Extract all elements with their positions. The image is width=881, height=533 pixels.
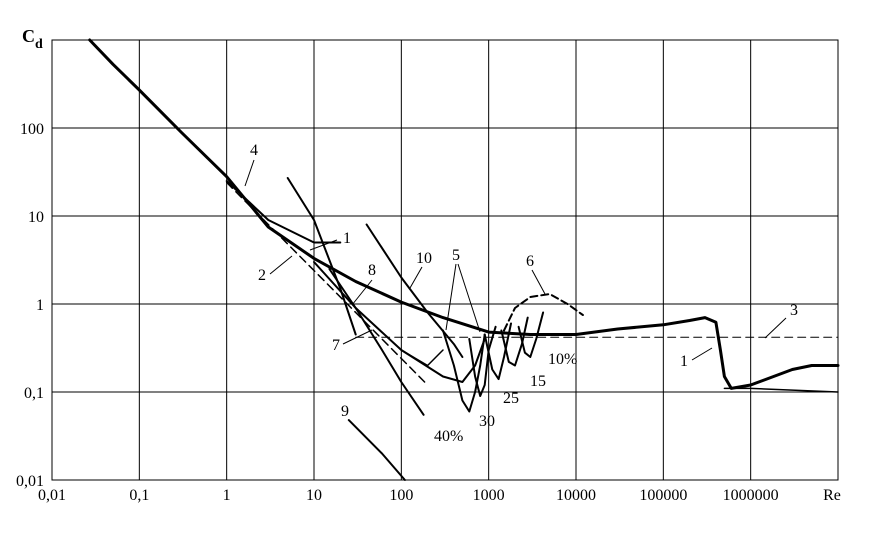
curve-annotation-label: 1 (343, 230, 351, 247)
series-4-line (225, 180, 342, 244)
curve-annotation-label: 8 (368, 262, 376, 279)
y-tick-label: 0,1 (24, 385, 44, 402)
annotation-leader-line (342, 329, 373, 345)
curve-annotation-label: 5 (452, 247, 460, 264)
y-tick-label: 1 (36, 297, 44, 314)
curve-annotation-label: 2 (258, 267, 266, 284)
x-tick-label: 100000 (639, 487, 687, 504)
curve-annotation-label: 6 (526, 253, 534, 270)
series-30-line (468, 325, 497, 397)
x-tick-label: 1000 (473, 487, 505, 504)
series-10pct-line (517, 311, 545, 358)
annotation-leader-line (351, 279, 373, 306)
curve-layer (88, 38, 840, 481)
series-1-line (88, 38, 840, 390)
plot-frame (51, 39, 839, 481)
annotation-leader-line (764, 317, 787, 339)
curve-annotation-label: 10% (548, 351, 577, 368)
x-axis-label: Re (823, 487, 841, 504)
curve-annotation-label: 15 (530, 373, 546, 390)
x-tick-label: 0,1 (129, 487, 149, 504)
curve-annotation-label: 1 (680, 353, 688, 370)
x-tick-label: 100 (389, 487, 413, 504)
annotation-leader-line (691, 347, 713, 361)
annotation-leader-line (457, 263, 481, 333)
y-tick-label: 100 (20, 121, 44, 138)
x-tick-label: 1 (223, 487, 231, 504)
leader-layer (244, 159, 787, 361)
x-tick-label: 10000 (556, 487, 596, 504)
annotation-leader-line (445, 263, 457, 331)
series-9-line (347, 419, 406, 481)
x-tick-label: 0,01 (38, 487, 66, 504)
annotation-leader-line (244, 159, 255, 187)
annotation-leader-line (309, 239, 338, 251)
curve-annotation-label: 9 (341, 403, 349, 420)
annotation-leader-line (269, 255, 293, 275)
series-40pct-line (442, 329, 486, 413)
curve-annotation-label: 10 (416, 250, 432, 267)
series-8-line (328, 268, 425, 416)
y-tick-label: 0,01 (16, 473, 44, 490)
curve-annotation-label: 4 (250, 142, 258, 159)
series-15-line (500, 316, 529, 367)
x-tick-label: 10 (306, 487, 322, 504)
curve-annotation-label: 7 (332, 337, 340, 354)
grid-layer (51, 39, 839, 481)
curve-annotation-label: 40% (434, 428, 463, 445)
text-layer: 0,01 0,1 1 10 100 1000 10000 100000 1000000 Re 0,0… (16, 26, 841, 504)
series-2-line (225, 181, 429, 386)
curve-annotation-label: 3 (790, 302, 798, 319)
x-tick-label: 1000000 (723, 487, 779, 504)
y-axis-label: Cd (22, 26, 43, 52)
series-10-line (365, 223, 464, 358)
curve-annotation-label: 25 (503, 390, 519, 407)
series-1-line (723, 387, 839, 393)
series-25-line (483, 322, 512, 381)
series-10-line (286, 177, 357, 336)
series-6-line (503, 293, 584, 332)
annotation-leader-line (409, 266, 423, 289)
annotation-leader-line (531, 269, 546, 295)
curve-annotation-label: 30 (479, 413, 495, 430)
y-tick-label: 10 (28, 209, 44, 226)
